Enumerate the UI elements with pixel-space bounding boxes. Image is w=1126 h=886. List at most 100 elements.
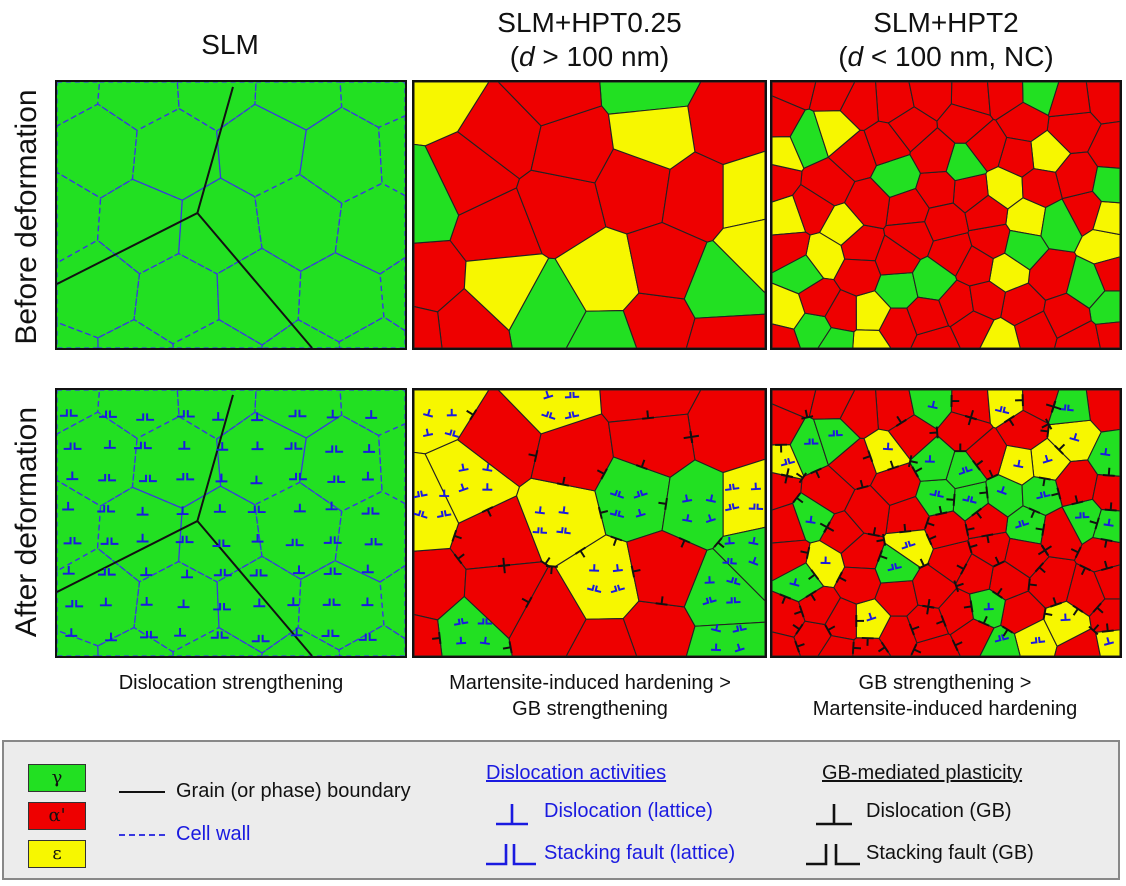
lattice-dislocations bbox=[929, 489, 944, 498]
dislocation-symbol bbox=[922, 598, 935, 609]
lattice-dislocations bbox=[994, 405, 1010, 415]
dislocation-symbol bbox=[682, 494, 693, 503]
dislocation-symbol bbox=[805, 515, 816, 524]
dislocation-symbol bbox=[176, 506, 189, 516]
stacking-fault-symbol bbox=[541, 411, 556, 420]
dislocation-symbol bbox=[981, 533, 994, 544]
dislocation-symbol bbox=[682, 514, 693, 523]
stacking-fault-symbol bbox=[321, 629, 340, 637]
dislocation-symbol bbox=[824, 624, 836, 636]
dislocation-symbol bbox=[1069, 433, 1080, 442]
dislocation-symbol bbox=[1100, 537, 1113, 548]
grain bbox=[687, 390, 765, 474]
panel-hpt025-before bbox=[412, 80, 767, 350]
dislocation-symbol bbox=[925, 533, 937, 546]
dislocation-symbol bbox=[705, 514, 716, 524]
dislocation-symbol bbox=[1071, 495, 1084, 506]
stacking-fault-symbol bbox=[99, 410, 117, 418]
stacking-fault-lattice-icon bbox=[486, 844, 536, 866]
stacking-fault-symbol bbox=[325, 445, 344, 453]
stacking-fault-symbol bbox=[140, 630, 158, 639]
stacking-fault-symbol bbox=[59, 409, 78, 417]
lattice-dislocations bbox=[882, 442, 893, 451]
dislocation-symbol bbox=[215, 473, 228, 483]
dislocation-symbol bbox=[451, 529, 462, 542]
lattice-dislocations bbox=[722, 536, 759, 566]
cell-wall bbox=[377, 423, 405, 505]
grain bbox=[1087, 428, 1120, 477]
dislocation-symbol bbox=[789, 578, 800, 587]
lattice-dislocations bbox=[887, 563, 902, 572]
dislocation-symbol bbox=[780, 473, 793, 484]
dislocation-symbol bbox=[991, 587, 1003, 599]
dislocation-symbol bbox=[65, 628, 78, 637]
slm-after-microstructure bbox=[57, 390, 405, 656]
dislocation-symbol bbox=[1103, 518, 1114, 527]
grain bbox=[887, 414, 938, 461]
lattice-dislocations bbox=[962, 495, 977, 504]
dislocation-symbol bbox=[907, 455, 918, 468]
dislocation-symbol bbox=[597, 506, 609, 519]
dislocation-symbol bbox=[251, 533, 264, 543]
grain bbox=[772, 82, 817, 111]
gamma-matrix bbox=[57, 82, 405, 348]
dislocation-symbol bbox=[808, 569, 820, 580]
dislocation-symbol bbox=[251, 441, 264, 451]
cell-wall bbox=[379, 564, 405, 640]
dislocation-symbol bbox=[290, 627, 303, 637]
grain bbox=[626, 221, 708, 300]
lattice-dislocations bbox=[789, 578, 800, 587]
grain bbox=[997, 136, 1035, 178]
stacking-fault-symbol bbox=[609, 489, 625, 499]
dislocation-symbol bbox=[635, 508, 646, 518]
dislocation-symbol bbox=[596, 468, 608, 480]
lattice-dislocations bbox=[1060, 613, 1071, 622]
dislocation-symbol bbox=[895, 415, 907, 427]
gb-dislocations bbox=[432, 409, 725, 654]
stacking-fault-symbol bbox=[610, 584, 625, 594]
dislocation-symbol bbox=[423, 408, 434, 418]
lattice-dislocations bbox=[1075, 512, 1090, 519]
dislocation-symbol bbox=[1088, 624, 1100, 636]
panel-hpt2-before bbox=[770, 80, 1122, 350]
dislocation-symbol bbox=[212, 412, 225, 421]
stacking-fault-symbol bbox=[609, 509, 625, 518]
column-subtitle: (d < 100 nm, NC) bbox=[838, 41, 1054, 72]
grain bbox=[414, 390, 490, 455]
epsilon-swatch: ε bbox=[28, 840, 86, 868]
hpt2-after-microstructure bbox=[772, 390, 1120, 656]
dislocation-symbol bbox=[956, 563, 968, 575]
dislocation-symbol bbox=[983, 602, 994, 611]
dislocation-symbol bbox=[1100, 447, 1111, 457]
dislocation-symbol bbox=[635, 459, 648, 471]
dislocation-symbol bbox=[855, 615, 864, 627]
dislocation-symbol bbox=[1003, 415, 1015, 427]
stacking-fault-symbol bbox=[249, 569, 268, 577]
grain bbox=[712, 526, 765, 602]
stacking-fault-gb-label: Stacking fault (GB) bbox=[866, 842, 1034, 864]
lattice-dislocations bbox=[958, 466, 973, 476]
grain bbox=[817, 327, 855, 348]
dislocation-symbol bbox=[689, 430, 700, 443]
lattice-dislocations bbox=[710, 623, 747, 653]
dislocation-symbol bbox=[432, 631, 442, 644]
column-title-text: SLM+HPT2 bbox=[873, 7, 1019, 38]
dislocation-symbol bbox=[1051, 487, 1062, 500]
grain bbox=[1040, 198, 1083, 253]
dislocation-symbol bbox=[1040, 425, 1050, 438]
dislocation-symbol bbox=[971, 507, 983, 519]
stacking-fault-symbol bbox=[358, 633, 377, 641]
dislocation-symbol bbox=[713, 537, 725, 549]
dislocation-symbol bbox=[851, 641, 862, 654]
column-subtitle: (d > 100 nm) bbox=[509, 41, 670, 72]
stacking-fault-symbol bbox=[414, 490, 428, 499]
stacking-fault-symbol bbox=[732, 624, 747, 633]
dislocation-symbol bbox=[422, 428, 434, 438]
stacking-fault-symbol bbox=[176, 472, 195, 481]
dislocation-symbol bbox=[951, 639, 963, 652]
grain bbox=[437, 287, 513, 348]
dislocation-symbol bbox=[964, 409, 977, 421]
stacking-fault-symbol bbox=[284, 442, 303, 450]
dislocation-symbol bbox=[655, 596, 668, 606]
dislocation-symbol bbox=[792, 623, 804, 635]
